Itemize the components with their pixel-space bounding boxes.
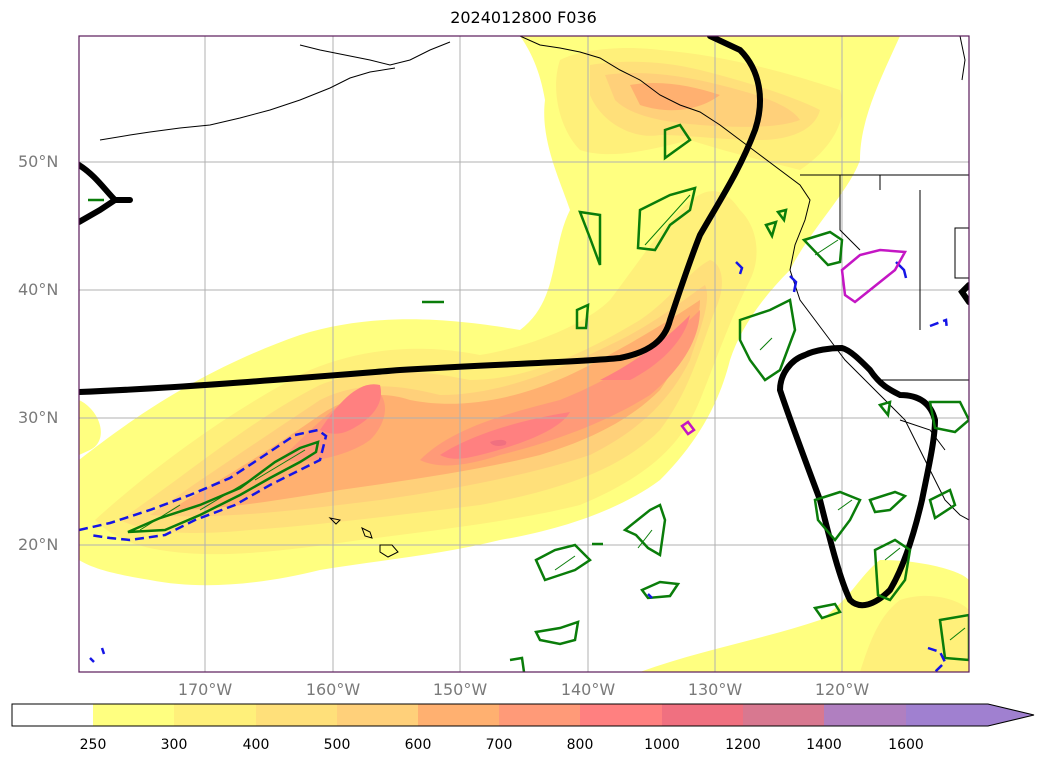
map-title: 2024012800 F036 [450,8,597,27]
lon-label-150w: 150°W [432,680,488,699]
colorbar [11,703,1035,727]
map-plot-area [79,36,969,672]
lat-label-30n: 30°N [18,408,59,427]
gridlines [79,36,969,672]
colorbar-label-300: 300 [160,737,188,753]
colorbar-label-800: 800 [566,737,594,753]
coastlines [99,36,969,558]
colorbar-label-1600: 1600 [888,737,924,753]
lon-label-140w: 140°W [560,680,616,699]
lat-label-50n: 50°N [18,152,59,171]
lat-label-40n: 40°N [18,280,59,299]
map-frame [78,35,970,673]
colorbar-label-1400: 1400 [806,737,842,753]
lon-label-160w: 160°W [305,680,361,699]
green-hatching [139,194,966,641]
magenta-contours [680,248,908,436]
colorbar-label-600: 600 [404,737,432,753]
lon-label-130w: 130°W [687,680,743,699]
colorbar-label-700: 700 [485,737,513,753]
colorbar-label-1200: 1200 [725,737,761,753]
colorbar-label-400: 400 [242,737,270,753]
colorbar-label-500: 500 [323,737,351,753]
green-contours [88,123,969,672]
black-contours [79,36,969,609]
lon-label-170w: 170°W [177,680,233,699]
colorbar-label-1000: 1000 [644,737,680,753]
shaded-field [79,36,969,672]
blue-dashed-contours [79,318,949,672]
lon-label-120w: 120°W [814,680,870,699]
colorbar-label-250: 250 [79,737,107,753]
lat-label-20n: 20°N [18,535,59,554]
